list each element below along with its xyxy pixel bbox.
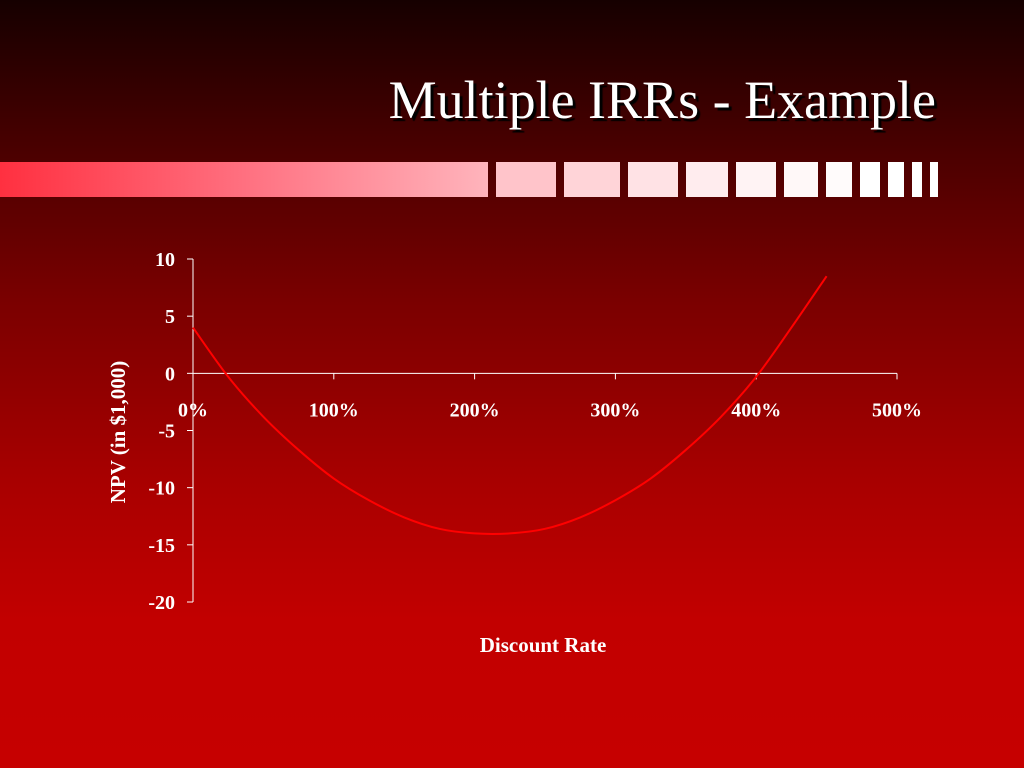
x-tick-label: 300% [590,399,640,421]
y-axis: 10 5 0 -5 -10 -15 -20 [148,249,194,614]
y-tick-label: -20 [148,592,175,614]
y-tick-label: -15 [148,535,175,557]
x-tick-label: 0% [178,399,208,421]
decorative-block [912,162,922,197]
x-axis-title: Discount Rate [480,633,607,657]
decorative-block [736,162,776,197]
decorative-block [496,162,556,197]
x-tick-label: 500% [872,399,922,421]
y-tick-label: 5 [165,306,175,328]
series-group [192,275,828,535]
x-tick-label: 200% [450,399,500,421]
decorative-block [564,162,620,197]
decorative-stripe-bar [0,162,1024,197]
decorative-block [826,162,852,197]
y-axis-title: NPV (in $1,000) [106,361,130,504]
y-tick-label: 0 [165,363,175,385]
decorative-block [628,162,678,197]
x-tick-label: 100% [309,399,359,421]
y-tick-label: -10 [148,478,175,500]
decorative-block [784,162,818,197]
x-axis: 0% 100% 200% 300% 400% 500% [178,372,922,421]
npv-curve-line [192,275,828,535]
decorative-gradient-stripe [0,162,488,197]
decorative-block [860,162,880,197]
decorative-block [930,162,938,197]
slide-title: Multiple IRRs - Example [388,70,936,130]
y-tick-label: -5 [158,421,175,443]
decorative-block [686,162,728,197]
y-tick-label: 10 [155,249,175,271]
decorative-block [888,162,904,197]
x-tick-label: 400% [731,399,781,421]
